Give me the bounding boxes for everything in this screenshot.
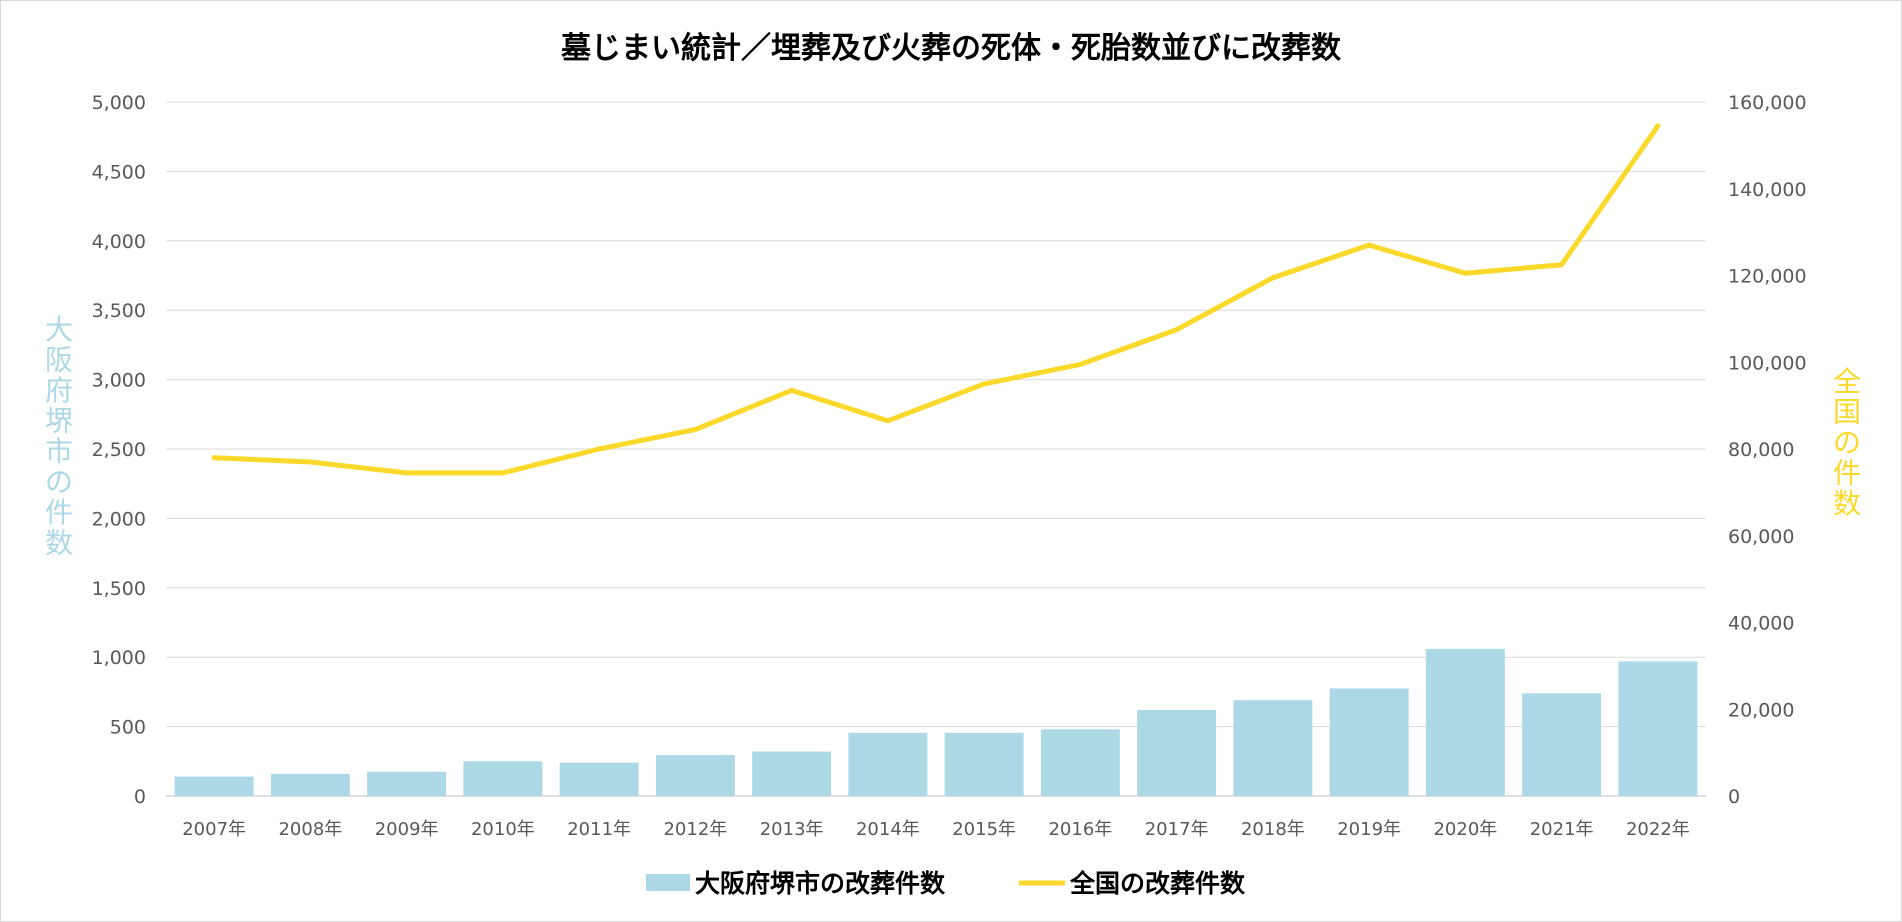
x-tick-label: 2017年 [1145, 819, 1209, 840]
left-axis-title: 大阪府堺市の件数 [45, 313, 73, 560]
x-tick-label: 2009年 [375, 819, 439, 840]
bar-2014年 [848, 732, 928, 796]
right-tick-label: 60,000 [1728, 526, 1794, 548]
right-tick-label: 40,000 [1728, 613, 1794, 635]
x-tick-label: 2018年 [1241, 819, 1305, 840]
left-tick-label: 5,000 [92, 92, 146, 114]
line-point-2021年 [1559, 262, 1565, 268]
x-tick-label: 2015年 [952, 819, 1016, 840]
line-point-2009年 [404, 470, 410, 476]
line-point-2016年 [1077, 361, 1083, 367]
bar-2015年 [944, 732, 1024, 796]
bar-2016年 [1040, 729, 1120, 796]
left-tick-label: 2,000 [92, 508, 146, 530]
right-tick-label: 120,000 [1728, 266, 1807, 288]
bar-series-sakai [174, 648, 1698, 796]
x-tick-label: 2022年 [1626, 819, 1690, 840]
left-tick-label: 1,500 [92, 578, 146, 600]
x-tick-label: 2021年 [1530, 819, 1594, 840]
x-tick-label: 2013年 [760, 819, 824, 840]
bar-2011年 [559, 762, 639, 796]
right-tick-label: 100,000 [1728, 352, 1807, 374]
right-axis-title: 全国の件数 [1833, 365, 1861, 520]
line-point-2015年 [981, 381, 987, 387]
left-tick-label: 500 [110, 717, 146, 739]
right-tick-label: 140,000 [1728, 179, 1807, 201]
left-axis-ticks: 0 500 1,000 1,500 2,000 2,500 3,000 3,500 4,000 4… [92, 92, 146, 808]
legend: 大阪府堺市の改葬件数 全国の改葬件数 [646, 869, 1246, 898]
line-series-national [211, 123, 1661, 476]
bar-2017年 [1137, 709, 1217, 796]
line-point-2010年 [500, 470, 506, 476]
x-tick-label: 2014年 [856, 819, 920, 840]
line-point-2014年 [885, 418, 891, 424]
bar-2012年 [655, 755, 735, 796]
line-point-2011年 [596, 446, 602, 452]
gridlines [166, 101, 1706, 797]
bar-2008年 [270, 773, 350, 796]
left-tick-label: 4,500 [92, 161, 146, 183]
right-tick-label: 20,000 [1728, 699, 1794, 721]
legend-bar-label: 大阪府堺市の改葬件数 [695, 869, 946, 898]
x-tick-label: 2020年 [1433, 819, 1497, 840]
line-point-2013年 [789, 387, 795, 393]
x-tick-label: 2010年 [471, 819, 535, 840]
x-tick-label: 2008年 [278, 819, 342, 840]
national-line [211, 123, 1661, 476]
left-tick-label: 4,000 [92, 231, 146, 253]
line-point-2012年 [692, 426, 698, 432]
left-tick-label: 1,000 [92, 647, 146, 669]
bar-2009年 [367, 771, 447, 796]
right-axis-ticks: 0 20,000 40,000 60,000 80,000 100,000 120,000 1… [1728, 92, 1807, 808]
axis-titles: 大阪府堺市の件数 全国の件数 [45, 313, 1861, 560]
bar-2018年 [1233, 700, 1313, 796]
bar-2021年 [1522, 693, 1602, 796]
line-point-2022年 [1655, 123, 1661, 129]
bar-2007年 [174, 776, 254, 796]
left-tick-label: 3,500 [92, 300, 146, 322]
bar-2020年 [1425, 648, 1505, 796]
x-tick-label: 2007年 [182, 819, 246, 840]
line-point-2017年 [1174, 327, 1180, 333]
left-tick-label: 3,000 [92, 370, 146, 392]
x-tick-label: 2016年 [1048, 819, 1112, 840]
bar-2022年 [1618, 661, 1698, 796]
chart-title: 墓じまい統計／埋葬及び火葬の死体・死胎数並びに改葬数 [560, 31, 1342, 66]
x-tick-label: 2011年 [567, 819, 631, 840]
legend-bar-swatch [646, 874, 690, 891]
right-tick-label: 80,000 [1728, 439, 1794, 461]
x-tick-label: 2019年 [1337, 819, 1401, 840]
x-tick-label: 2012年 [663, 819, 727, 840]
left-tick-label: 0 [134, 786, 146, 808]
bar-2013年 [752, 751, 832, 796]
line-point-2018年 [1270, 275, 1276, 281]
legend-line-label: 全国の改葬件数 [1069, 869, 1246, 898]
right-tick-label: 160,000 [1728, 92, 1807, 114]
line-point-2007年 [211, 455, 217, 461]
left-tick-label: 2,500 [92, 439, 146, 461]
line-point-2020年 [1462, 270, 1468, 276]
x-axis-ticks: 2007年 2008年 2009年 2010年 2011年 2012年 2013年 2014年… [182, 819, 1690, 840]
line-point-2019年 [1366, 242, 1372, 248]
bar-2010年 [463, 761, 543, 796]
right-tick-label: 0 [1728, 786, 1740, 808]
line-point-2008年 [307, 459, 313, 465]
bar-2019年 [1329, 688, 1409, 796]
